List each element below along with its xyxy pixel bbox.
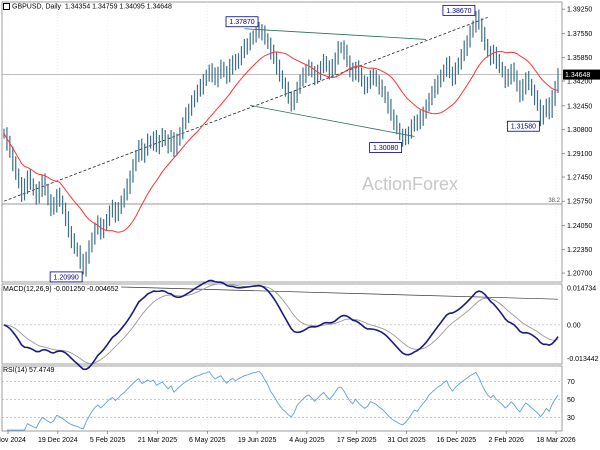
price-tick-label: 1.25750 bbox=[567, 199, 592, 206]
channel-lower-line bbox=[250, 105, 415, 137]
rsi-tick-label: 30 bbox=[567, 415, 575, 422]
channel-upper-line bbox=[244, 28, 427, 40]
macd-label: MACD(12,26,9) -0.001250 -0.004652 bbox=[3, 286, 119, 293]
rsi-tick-label: 70 bbox=[567, 379, 575, 386]
price-tick-label: 1.34200 bbox=[567, 78, 592, 85]
x-tick-label: 6 May 2025 bbox=[189, 437, 226, 444]
symbol-header: GBPUSD, Daily 1.34354 1.34759 1.34095 1.… bbox=[3, 3, 172, 10]
price-tick-label: 1.35850 bbox=[567, 55, 592, 62]
x-tick-label: 2 Feb 2026 bbox=[488, 437, 524, 444]
header-symbol: GBPUSD, Daily bbox=[12, 3, 62, 11]
current-price-label: 1.34648 bbox=[565, 72, 590, 79]
price-label-text: 1.30080 bbox=[373, 145, 398, 152]
price-tick-label: 1.27450 bbox=[567, 175, 592, 182]
price-label-box bbox=[225, 16, 259, 28]
x-tick-label: 17 Sep 2025 bbox=[337, 437, 377, 444]
moving-average-line bbox=[3, 50, 559, 233]
price-tick-label: 1.32450 bbox=[567, 103, 592, 110]
header-symbol-box bbox=[3, 3, 10, 10]
macd-signal-line bbox=[3, 283, 559, 365]
price-tick-label: 1.30800 bbox=[567, 127, 592, 134]
price-label-box bbox=[442, 4, 476, 16]
price-label-box bbox=[49, 271, 83, 283]
header-ohlc: 1.34354 1.34759 1.34095 1.34648 bbox=[64, 3, 172, 11]
macd-header: MACD(12,26,9) -0.001250 -0.004652 bbox=[3, 286, 119, 293]
watermark: ActionForex bbox=[362, 174, 458, 194]
price-label-text: 1.38670 bbox=[446, 8, 471, 15]
rsi-header: RSI(14) 57.4749 bbox=[3, 367, 54, 374]
x-tick-label: 31 Oct 2025 bbox=[387, 437, 425, 444]
x-tick-label: 21 Mar 2025 bbox=[138, 437, 177, 444]
price-tick-label: 1.22350 bbox=[567, 247, 592, 254]
x-tick-label: 16 Dec 2025 bbox=[437, 437, 477, 444]
price-label-box bbox=[507, 120, 540, 132]
fib-level-label: 38.2 bbox=[548, 198, 560, 204]
current-price-box bbox=[563, 69, 600, 80]
x-tick-label: 5 Nov 2024 bbox=[0, 437, 26, 444]
rsi-label: RSI(14) 57.4749 bbox=[3, 367, 55, 374]
macd-tick-label: 0.00 bbox=[567, 322, 581, 329]
rsi-tick-label: 50 bbox=[567, 397, 575, 404]
rsi-pane-frame bbox=[1, 365, 563, 432]
price-label-text: 1.20990 bbox=[53, 274, 78, 281]
rsi-line bbox=[6, 370, 559, 431]
price-pane-frame bbox=[1, 1, 563, 283]
macd-tick-label: -0.013442 bbox=[567, 356, 599, 363]
price-label-text: 1.37870 bbox=[229, 19, 254, 26]
price-tick-label: 1.20700 bbox=[567, 271, 592, 278]
macd-tick-label: 0.014734 bbox=[567, 286, 596, 293]
x-tick-label: 5 Feb 2025 bbox=[90, 437, 126, 444]
macd-line bbox=[3, 279, 559, 371]
x-tick-label: 18 Mar 2026 bbox=[536, 437, 575, 444]
price-tick-label: 1.39250 bbox=[567, 7, 592, 14]
price-tick-label: 1.37550 bbox=[567, 31, 592, 38]
long-term-trendline bbox=[3, 16, 488, 202]
x-tick-label: 19 Dec 2024 bbox=[38, 437, 78, 444]
price-label-box bbox=[369, 142, 403, 153]
price-tick-label: 1.24050 bbox=[567, 223, 592, 230]
price-label-text: 1.31580 bbox=[511, 124, 536, 131]
x-tick-label: 19 Jun 2025 bbox=[238, 437, 277, 444]
price-tick-label: 1.29100 bbox=[567, 151, 592, 158]
macd-pane-frame bbox=[1, 283, 563, 365]
x-tick-label: 4 Aug 2025 bbox=[289, 437, 325, 444]
